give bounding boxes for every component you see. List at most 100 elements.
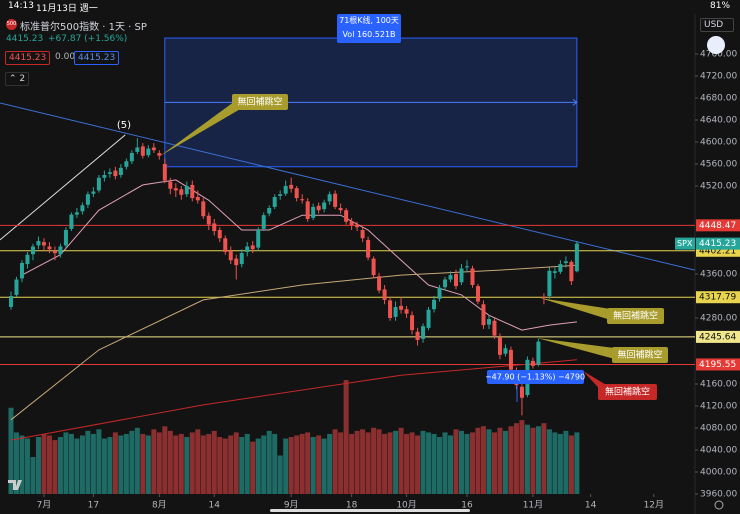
indicator-count: 2 (19, 74, 26, 84)
volume-bar (151, 429, 157, 494)
volume-bar (464, 433, 470, 494)
x-tick-label: 16 (461, 501, 473, 511)
annotation-label: 無回補跳空 (237, 96, 282, 108)
price-tag (696, 330, 740, 343)
annotation-box (232, 94, 288, 110)
candle-body (333, 193, 338, 207)
candle-body (30, 246, 35, 255)
currency-select[interactable]: USD (700, 18, 734, 32)
candle-body (256, 230, 261, 248)
candle-body (475, 286, 480, 302)
volume-bar (354, 430, 360, 494)
x-tick-label: 12月 (644, 500, 664, 511)
y-tick-label: 4080.00 (700, 424, 737, 434)
x-tick-label: 11月 (523, 500, 543, 511)
volume-bar (497, 427, 503, 494)
y-tick-label: 4000.00 (700, 468, 737, 478)
candle-body (146, 148, 151, 156)
candle-body (421, 326, 426, 339)
indicator-toggle[interactable]: ⌃ 2 (5, 72, 30, 86)
annotation-pointer (537, 338, 622, 361)
candle-body (151, 147, 156, 151)
volume-bar (85, 430, 91, 494)
volume-bar (167, 430, 173, 494)
candle-body (173, 188, 178, 191)
candle-body (96, 177, 101, 191)
candle-body (574, 243, 579, 272)
candle-body (267, 208, 272, 214)
moving-average (21, 179, 577, 331)
volume-bar (233, 432, 239, 494)
candle-body (36, 241, 41, 246)
candle-body (201, 201, 206, 217)
trend-line (0, 102, 696, 271)
volume-bar (123, 433, 129, 494)
input-box[interactable]: 4415.23 (5, 51, 51, 65)
candle-body (371, 258, 376, 276)
candle-body (179, 189, 184, 195)
candle-body (135, 147, 140, 152)
x-tick-label: 14 (209, 501, 221, 511)
annotation-pointer (540, 298, 617, 322)
volume-bar (13, 432, 19, 494)
candle-body (278, 194, 283, 196)
candle-body (388, 300, 393, 318)
candle-body (52, 250, 57, 254)
volume-bar (519, 420, 525, 494)
candle-body (250, 245, 255, 250)
input-box[interactable]: 0.00 (55, 52, 76, 62)
volume-bar (112, 432, 118, 494)
candle-body (234, 258, 239, 266)
annotation-box (607, 308, 664, 324)
volume-bar (442, 432, 448, 494)
volume-bar (107, 437, 113, 494)
volume-bar (294, 435, 300, 494)
volume-bar (74, 438, 80, 494)
x-tick-label: 17 (88, 501, 99, 511)
volume-bar (321, 438, 327, 494)
candle-body (223, 238, 228, 252)
y-tick-label: 4120.00 (700, 402, 737, 412)
input-box[interactable]: 4415.23 (74, 51, 120, 65)
volume-bar (35, 437, 41, 494)
last-price-label: 4415.23 (699, 239, 736, 249)
volume-bar (90, 433, 96, 494)
candle-body (91, 191, 96, 194)
status-date: 11月13日 週一 (36, 4, 98, 14)
candle-body (190, 184, 195, 199)
range-info: 71根K线, 100天 Vol 160.521B (337, 14, 401, 43)
volume-bar (574, 432, 580, 494)
candle-body (338, 208, 343, 211)
candle-body (206, 215, 211, 225)
moving-average (10, 359, 577, 441)
candle-body (519, 386, 524, 398)
y-tick-label: 4520.00 (700, 182, 737, 192)
y-tick-label: 4280.00 (700, 314, 737, 324)
candle-body (459, 268, 464, 283)
candle-body (129, 153, 134, 162)
candle-body (552, 271, 557, 273)
candle-body (349, 221, 354, 226)
volume-bar (426, 432, 432, 494)
candle-body (113, 170, 118, 177)
candle-body (316, 205, 321, 211)
candle-body (168, 181, 173, 189)
candle-body (184, 186, 189, 195)
volume-bar (118, 435, 124, 494)
volume-bar (360, 429, 366, 494)
volume-bar (376, 429, 382, 494)
volume-bar (162, 426, 168, 494)
candle-body (261, 215, 266, 229)
volume-bar (288, 437, 294, 494)
volume-bar (431, 433, 437, 494)
price-tag (696, 244, 740, 257)
volume-bar (239, 437, 245, 494)
volume-bar (255, 438, 261, 494)
candle-body (294, 188, 299, 199)
volume-bar (502, 430, 508, 494)
volume-bar (563, 430, 569, 494)
symbol-title[interactable]: 标准普尔500指数 · 1天 · SP (20, 22, 147, 33)
volume-bar (250, 441, 256, 494)
candle-body (366, 239, 371, 258)
volume-bar (52, 440, 58, 494)
